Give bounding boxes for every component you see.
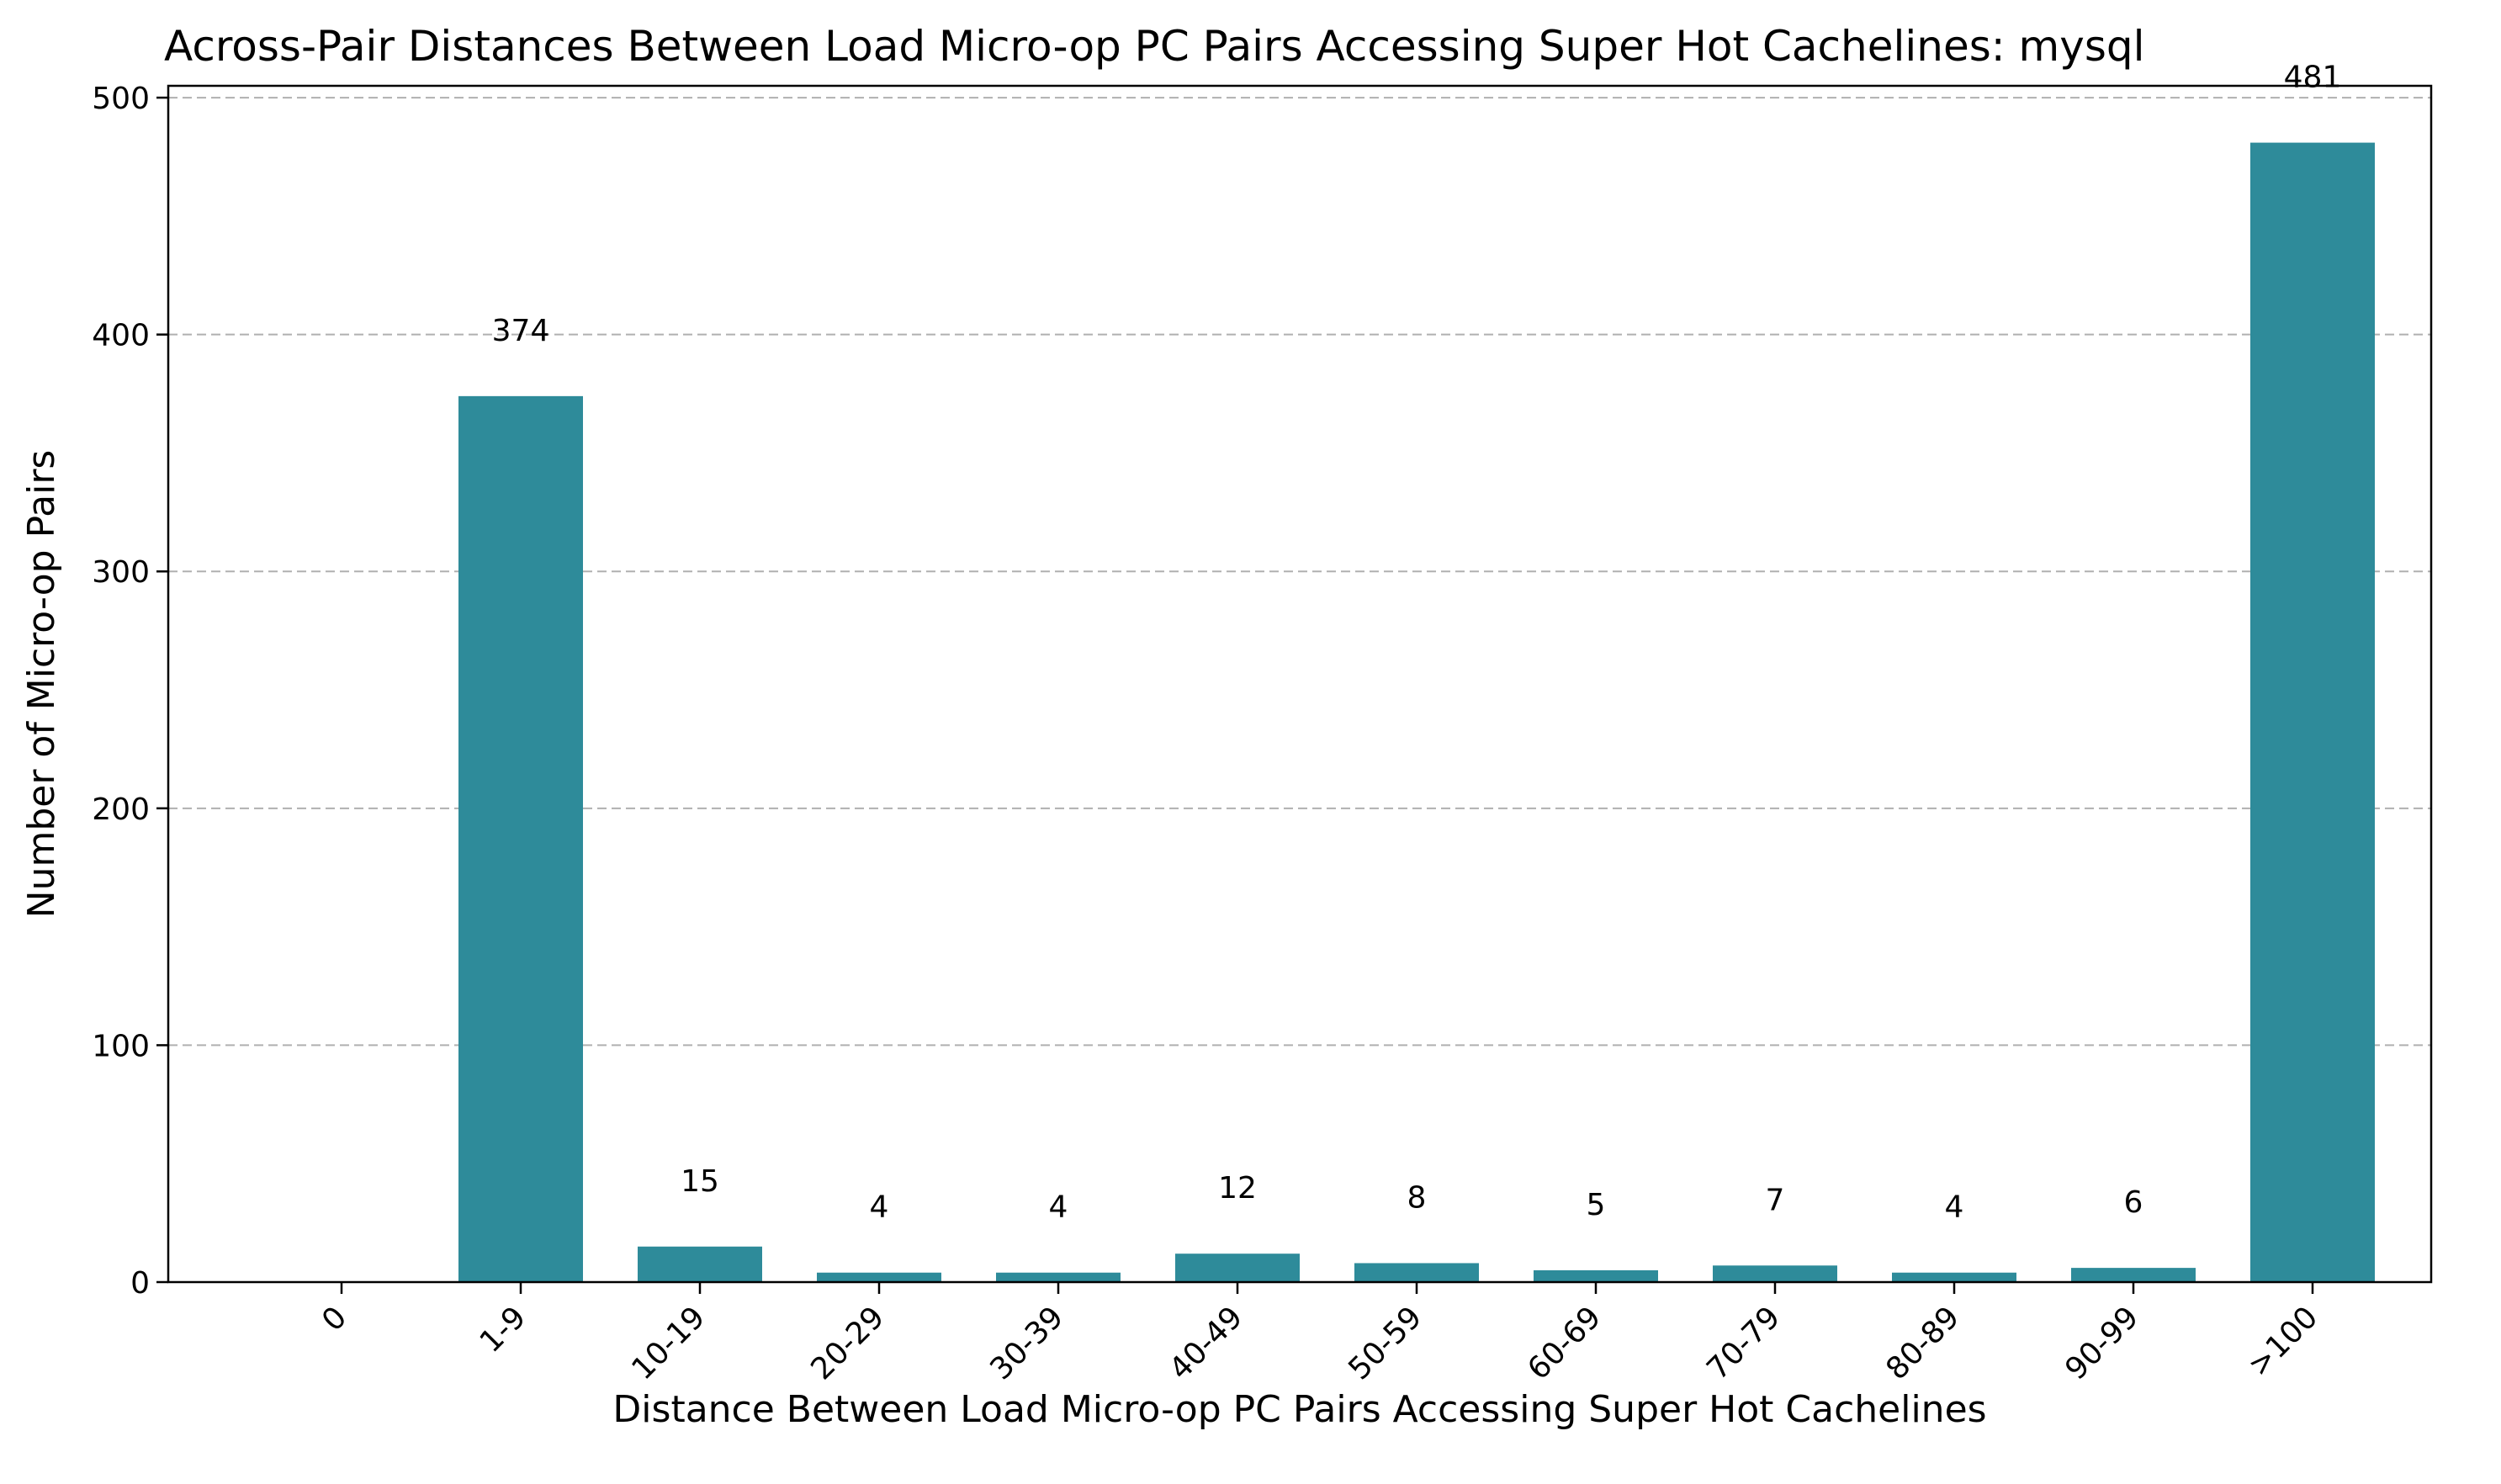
y-tick-label: 500: [92, 82, 150, 116]
data-label: 15: [681, 1164, 719, 1199]
bars: [458, 142, 2375, 1282]
bar: [996, 1272, 1121, 1282]
y-tick-label: 300: [92, 555, 150, 590]
y-axis: 0 100 200 300 400 500: [92, 82, 168, 1301]
data-label: 4: [1945, 1190, 1964, 1225]
bar: [458, 395, 583, 1282]
plot-frame: [167, 84, 2433, 1284]
data-label: 5: [1587, 1188, 1606, 1222]
data-label: 7: [1766, 1183, 1785, 1217]
y-tick-label: 100: [92, 1029, 150, 1063]
y-tick-label: 400: [92, 319, 150, 353]
x-tick-label: 40-49: [1163, 1300, 1249, 1386]
bar: [1354, 1263, 1479, 1282]
x-axis-label: Distance Between Load Micro-op PC Pairs …: [612, 1388, 1986, 1431]
y-tick-label: 0: [130, 1266, 150, 1301]
data-labels: 374 15 4 4 12 8 5 7 4 6 481: [492, 61, 2342, 1225]
data-label: 12: [1218, 1171, 1257, 1206]
bar: [638, 1246, 762, 1282]
x-tick-label: 20-29: [804, 1300, 891, 1386]
x-axis: 0 1-9 10-19 20-29 30-39 40-49 50-59 60-69 70-79 8…: [315, 1282, 2324, 1386]
bar: [1713, 1265, 1837, 1282]
y-axis-label: Number of Micro-op Pairs: [20, 450, 63, 919]
x-tick-label: 90-99: [2059, 1300, 2145, 1386]
y-tick-label: 200: [92, 792, 150, 827]
bar: [1534, 1269, 1658, 1282]
x-tick-label: 1-9: [474, 1300, 533, 1359]
data-label: 4: [1049, 1190, 1068, 1225]
data-label: 374: [492, 314, 550, 348]
x-tick-label: 50-59: [1342, 1300, 1428, 1386]
bar: [2250, 142, 2375, 1282]
data-label: 6: [2124, 1185, 2143, 1220]
bar: [1175, 1253, 1300, 1282]
x-tick-label: 80-89: [1879, 1300, 1966, 1386]
chart-title: Across-Pair Distances Between Load Micro…: [164, 22, 2145, 71]
bar: [2071, 1268, 2196, 1282]
x-tick-label: 10-19: [625, 1300, 712, 1386]
data-label: 8: [1407, 1180, 1427, 1215]
x-tick-label: 30-39: [983, 1300, 1070, 1386]
x-tick-label: 0: [315, 1300, 353, 1338]
data-label: 4: [870, 1190, 889, 1225]
x-tick-label: 70-79: [1700, 1300, 1787, 1386]
bar: [1892, 1272, 2016, 1282]
x-tick-label: >100: [2241, 1300, 2324, 1383]
bar: [817, 1272, 941, 1282]
data-label: 481: [2284, 61, 2342, 95]
x-tick-label: 60-69: [1521, 1300, 1608, 1386]
